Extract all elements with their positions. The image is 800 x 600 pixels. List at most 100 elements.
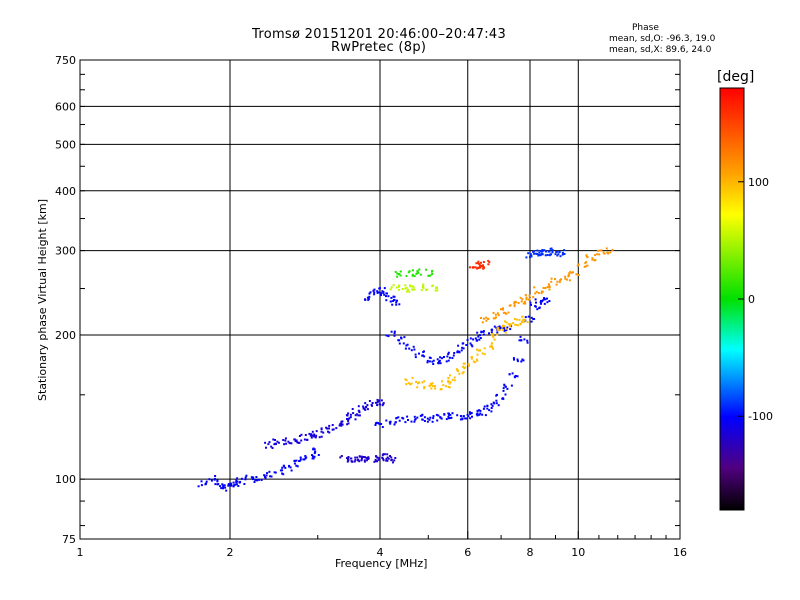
scatter-point	[533, 252, 536, 255]
scatter-point	[404, 378, 407, 381]
scatter-point	[331, 428, 334, 431]
scatter-point	[443, 413, 446, 416]
scatter-point	[447, 379, 450, 382]
scatter-point	[282, 473, 285, 476]
scatter-point	[436, 287, 438, 289]
scatter-point	[393, 459, 396, 462]
scatter-point	[533, 250, 536, 253]
scatter-point	[488, 409, 491, 412]
scatter-point	[554, 253, 557, 256]
scatter-point	[411, 288, 414, 291]
scatter-point	[320, 435, 323, 438]
scatter-point	[521, 298, 524, 301]
scatter-point	[519, 335, 522, 338]
scatter-point	[387, 457, 390, 460]
scatter-point	[364, 456, 367, 459]
scatter-point	[423, 416, 426, 419]
scatter-point	[397, 273, 400, 276]
scatter-point	[356, 456, 359, 459]
scatter-point	[398, 288, 400, 291]
scatter-point	[488, 261, 491, 264]
colorbar-tick-label: -100	[748, 410, 773, 423]
scatter-point	[386, 453, 389, 456]
scatter-point	[204, 483, 207, 486]
scatter-point	[397, 285, 400, 288]
scatter-point	[410, 349, 413, 352]
scatter-point	[253, 481, 256, 483]
scatter-point	[363, 460, 366, 463]
scatter-point	[448, 356, 451, 359]
scatter-point	[214, 475, 217, 477]
scatter-point	[402, 342, 405, 345]
scatter-point	[405, 344, 408, 347]
scatter-point	[340, 424, 343, 427]
scatter-point	[285, 442, 288, 445]
scatter-point	[232, 481, 235, 484]
scatter-point	[544, 287, 547, 289]
scatter-point	[400, 337, 403, 340]
scatter-point	[479, 412, 482, 415]
scatter-point	[538, 306, 541, 309]
scatter-point	[414, 418, 417, 421]
scatter-point	[390, 456, 393, 459]
scatter-point	[235, 479, 238, 482]
scatter-point	[474, 337, 477, 340]
scatter-point	[447, 415, 450, 418]
scatter-point	[445, 418, 448, 421]
scatter-point	[556, 280, 559, 283]
scatter-point	[453, 379, 456, 382]
scatter-point	[367, 297, 370, 300]
scatter-point	[502, 389, 505, 392]
scatter-point	[555, 251, 558, 253]
scatter-point	[567, 275, 570, 278]
scatter-point	[451, 378, 454, 381]
scatter-point	[606, 251, 609, 254]
scatter-point	[522, 359, 525, 362]
scatter-point	[326, 427, 329, 430]
scatter-point	[340, 420, 343, 423]
scatter-point	[349, 416, 352, 419]
scatter-point	[575, 273, 578, 276]
scatter-point	[376, 456, 379, 459]
scatter-point	[448, 382, 451, 385]
scatter-point	[441, 357, 444, 360]
scatter-point	[547, 283, 550, 286]
scatter-point	[496, 328, 499, 331]
scatter-point	[282, 439, 285, 441]
scatter-point	[495, 316, 497, 319]
scatter-point	[222, 485, 225, 488]
scatter-point	[481, 352, 484, 355]
scatter-point	[480, 265, 483, 268]
scatter-point	[421, 418, 424, 421]
scatter-point	[348, 417, 351, 420]
scatter-point	[411, 285, 414, 288]
scatter-point	[447, 386, 450, 388]
scatter-point	[244, 476, 247, 479]
scatter-point	[492, 401, 495, 404]
scatter-point	[435, 413, 438, 416]
scatter-point	[521, 358, 524, 361]
scatter-point	[268, 470, 271, 473]
scatter-point	[483, 353, 486, 356]
scatter-point	[609, 251, 612, 254]
scatter-point	[504, 311, 507, 314]
scatter-point	[405, 275, 408, 277]
scatter-point	[368, 400, 371, 402]
scatter-point	[570, 271, 573, 274]
scatter-point	[481, 413, 484, 416]
scatter-point	[269, 475, 272, 478]
scatter-point	[534, 298, 537, 301]
scatter-point	[283, 443, 286, 446]
scatter-point	[551, 249, 554, 252]
y-tick-label: 500	[55, 138, 76, 151]
scatter-point	[408, 290, 411, 293]
scatter-point	[392, 300, 395, 302]
scatter-point	[481, 321, 484, 324]
scatter-point	[456, 414, 459, 417]
x-tick-label: 8	[527, 546, 534, 559]
scatter-point	[402, 417, 405, 420]
scatter-point	[486, 317, 489, 320]
scatter-point	[282, 464, 285, 467]
scatter-point	[431, 273, 434, 275]
scatter-point	[530, 316, 533, 319]
